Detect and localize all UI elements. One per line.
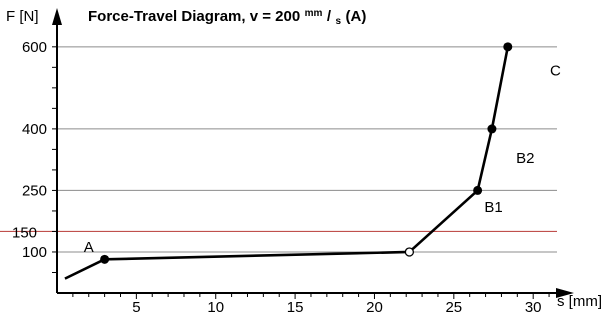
x-axis-ticks: 5 10 15 20 25 30 [72, 293, 550, 316]
x-tick-label-25: 25 [445, 299, 462, 316]
series-group [64, 42, 513, 280]
threshold-line-group: 150 [0, 224, 557, 241]
y-tick-label-400: 400 [22, 121, 47, 138]
x-axis-label: s [mm] [557, 293, 602, 310]
x-tick-label-5: 5 [132, 299, 140, 316]
data-point-1 [100, 254, 110, 264]
threshold-label: 150 [12, 224, 37, 241]
region-label-b1: B1 [484, 199, 502, 216]
chart-title-unit-num: mm [305, 8, 323, 19]
x-tick-label-30: 30 [525, 299, 542, 316]
region-label-c: C [550, 63, 561, 80]
x-axis-arrow [556, 288, 574, 298]
y-axis-arrow [52, 8, 62, 25]
gridlines [57, 46, 557, 253]
y-tick-label-600: 600 [22, 39, 47, 56]
region-label-b2: B2 [516, 150, 534, 167]
y-tick-label-100: 100 [22, 244, 47, 261]
chart-title-slash: / [327, 8, 332, 25]
y-tick-label-250: 250 [22, 182, 47, 199]
x-tick-label-15: 15 [287, 299, 304, 316]
y-axis-label: F [N] [6, 8, 39, 25]
x-tick-label-20: 20 [366, 299, 383, 316]
region-labels: A B1 B2 C [84, 63, 561, 256]
chart-title-main: Force-Travel Diagram, v = 200 [88, 8, 300, 25]
data-point-4 [487, 124, 497, 134]
x-tick-label-10: 10 [207, 299, 224, 316]
data-point-5 [503, 42, 513, 52]
chart-title: Force-Travel Diagram, v = 200 mm / s (A) [88, 3, 366, 28]
data-point-2 [404, 247, 415, 257]
y-axis-ticks: 100 250 400 600 [22, 39, 57, 273]
series-line-0 [64, 46, 510, 280]
axes [52, 8, 574, 298]
region-label-a: A [84, 239, 94, 256]
chart-title-unit-den: s [336, 16, 342, 27]
chart-title-suffix: (A) [346, 8, 367, 25]
data-point-3 [473, 185, 483, 195]
